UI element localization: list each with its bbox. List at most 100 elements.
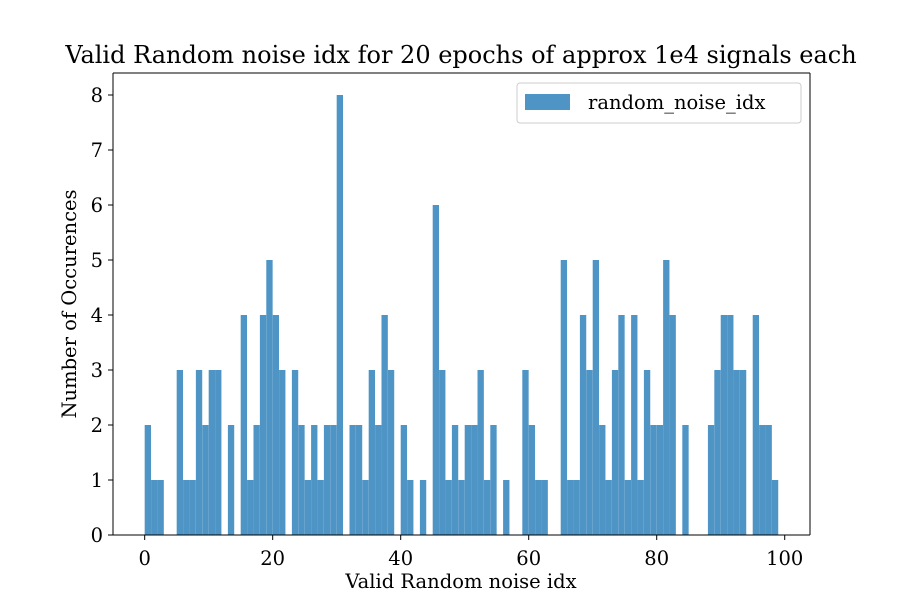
histogram-bar	[419, 480, 427, 535]
histogram-bar	[176, 370, 184, 535]
histogram-bar	[387, 370, 395, 535]
legend-label: random_noise_idx	[588, 91, 766, 114]
histogram-bar	[311, 425, 318, 535]
histogram-bar	[567, 480, 574, 535]
histogram-bar	[279, 370, 286, 535]
y-axis-label: Number of Occurences	[58, 189, 81, 418]
histogram-bar	[624, 480, 632, 535]
histogram-bar	[317, 480, 324, 535]
histogram-bar	[381, 315, 388, 535]
x-tick-label: 80	[644, 547, 669, 570]
x-tick-label: 0	[138, 547, 150, 570]
histogram-bar	[368, 370, 376, 535]
y-tick-label: 6	[91, 194, 103, 217]
histogram-bar	[592, 260, 600, 535]
histogram-bar	[451, 425, 459, 535]
histogram-bar	[528, 425, 536, 535]
histogram-bar	[650, 425, 657, 535]
histogram-bar	[471, 425, 478, 535]
histogram-bar	[503, 480, 510, 535]
histogram-bar	[727, 315, 734, 535]
histogram-bar	[599, 425, 606, 535]
histogram-bar	[195, 370, 203, 535]
histogram-bar	[739, 370, 747, 535]
histogram-bar	[707, 425, 715, 535]
histogram-bar	[157, 480, 164, 535]
y-tick-label: 5	[91, 249, 103, 272]
histogram-bar	[362, 480, 369, 535]
histogram-bar	[541, 480, 548, 535]
histogram-bars	[144, 95, 779, 535]
histogram-bar	[291, 370, 299, 535]
histogram-bar	[151, 480, 158, 535]
histogram-bar	[458, 480, 465, 535]
histogram-bar	[522, 370, 529, 535]
histogram-bar	[253, 425, 260, 535]
histogram-bar	[355, 425, 363, 535]
histogram-bar	[227, 425, 235, 535]
histogram-bar	[759, 425, 766, 535]
histogram-bar	[720, 315, 728, 535]
histogram-bar	[573, 480, 580, 535]
histogram-bar	[189, 480, 196, 535]
histogram-bar	[407, 480, 414, 535]
histogram-bar	[733, 370, 740, 535]
histogram-bar	[432, 205, 440, 535]
histogram-bar	[202, 425, 209, 535]
y-tick-label: 2	[91, 414, 103, 437]
y-tick-label: 0	[91, 524, 103, 547]
x-tick-label: 40	[388, 547, 413, 570]
y-tick-label: 4	[91, 304, 103, 327]
histogram-bar	[490, 425, 497, 535]
y-tick-label: 1	[91, 469, 103, 492]
histogram-bar	[240, 315, 248, 535]
histogram-bar	[637, 480, 644, 535]
histogram-bar	[304, 480, 312, 535]
histogram-bar	[247, 480, 254, 535]
histogram-bar	[611, 370, 619, 535]
histogram-bar	[483, 480, 491, 535]
histogram-bar	[266, 260, 273, 535]
histogram-bar	[336, 95, 344, 535]
histogram-bar	[183, 480, 190, 535]
histogram-bar	[656, 425, 664, 535]
histogram-bar	[631, 315, 638, 535]
histogram-bar	[400, 425, 408, 535]
y-tick-label: 8	[91, 84, 103, 107]
y-tick-label: 3	[91, 359, 103, 382]
histogram-bar	[605, 480, 612, 535]
y-axis-ticks: 0 1 2 3 4 5 6 7 8	[91, 84, 113, 547]
histogram-bar	[272, 315, 280, 535]
x-tick-label: 60	[516, 547, 541, 570]
histogram-bar	[535, 480, 542, 535]
histogram-bar	[349, 425, 356, 535]
histogram-bar	[682, 425, 689, 535]
legend: random_noise_idx	[516, 82, 802, 124]
x-axis-ticks: 0 20 40 60 80 100	[138, 535, 803, 570]
histogram-bar	[618, 315, 625, 535]
histogram-bar	[445, 480, 452, 535]
histogram-bar	[669, 315, 676, 535]
histogram-bar	[752, 315, 760, 535]
x-tick-label: 20	[260, 547, 285, 570]
histogram-bar	[144, 425, 152, 535]
histogram-bar	[208, 370, 216, 535]
histogram-bar	[643, 370, 651, 535]
histogram-bar	[330, 425, 337, 535]
histogram-bar	[560, 260, 568, 535]
histogram-bar	[663, 260, 670, 535]
histogram-bar	[439, 370, 446, 535]
histogram-bar	[464, 425, 472, 535]
chart-title: Valid Random noise idx for 20 epochs of …	[64, 41, 856, 69]
histogram-bar	[771, 480, 779, 535]
histogram-bar	[323, 425, 331, 535]
histogram-bar	[375, 425, 382, 535]
legend-swatch	[525, 94, 570, 110]
histogram-bar	[477, 370, 484, 535]
x-axis-label: Valid Random noise idx	[344, 570, 576, 593]
histogram-bar	[215, 370, 222, 535]
histogram-bar	[714, 370, 721, 535]
y-tick-label: 7	[91, 139, 103, 162]
legend-box	[516, 82, 802, 124]
